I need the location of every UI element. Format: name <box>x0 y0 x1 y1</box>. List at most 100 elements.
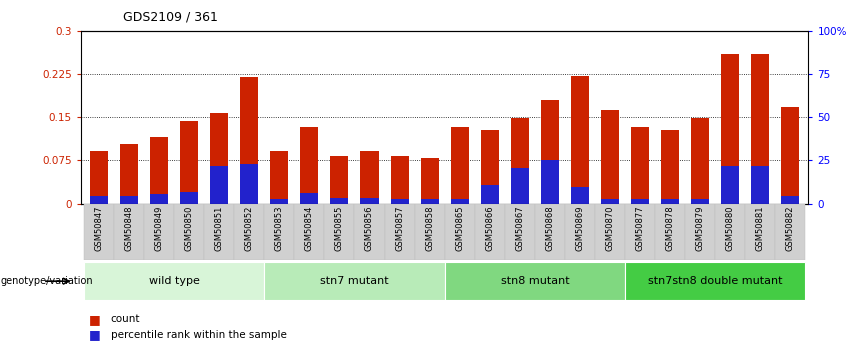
Bar <box>240 77 258 204</box>
Bar <box>150 137 168 204</box>
Bar <box>174 204 204 260</box>
Bar <box>420 199 438 204</box>
Bar <box>481 185 499 204</box>
Bar <box>180 192 198 204</box>
Bar <box>775 204 805 260</box>
Bar <box>722 166 740 204</box>
Bar <box>114 204 144 260</box>
Bar <box>571 76 589 204</box>
Text: GSM50855: GSM50855 <box>335 206 344 251</box>
Text: GSM50878: GSM50878 <box>665 206 675 252</box>
Bar <box>601 199 619 204</box>
Bar <box>691 199 709 204</box>
Bar <box>294 204 324 260</box>
Bar <box>625 262 805 300</box>
Bar <box>661 130 679 204</box>
Text: wild type: wild type <box>149 276 199 286</box>
Bar <box>414 204 444 260</box>
Bar <box>751 54 769 204</box>
Bar <box>420 158 438 204</box>
Bar <box>444 262 625 300</box>
Text: GSM50879: GSM50879 <box>696 206 705 251</box>
Text: GSM50849: GSM50849 <box>155 206 163 251</box>
Text: GSM50856: GSM50856 <box>365 206 374 251</box>
Bar <box>655 204 685 260</box>
Bar <box>355 204 385 260</box>
Bar <box>745 204 775 260</box>
Bar <box>685 204 715 260</box>
Bar <box>631 127 649 204</box>
Bar <box>330 156 348 204</box>
Bar <box>210 166 228 204</box>
Bar <box>565 204 595 260</box>
Bar <box>330 198 348 204</box>
Bar <box>385 204 414 260</box>
Bar <box>481 130 499 204</box>
Bar <box>451 199 469 204</box>
Bar <box>84 204 114 260</box>
Bar <box>444 204 475 260</box>
Text: GSM50882: GSM50882 <box>786 206 795 251</box>
Text: GSM50852: GSM50852 <box>245 206 254 251</box>
Bar <box>541 160 559 204</box>
Bar <box>361 151 379 204</box>
Bar <box>534 204 565 260</box>
Bar <box>90 196 108 204</box>
Bar <box>265 204 294 260</box>
Bar <box>781 196 799 204</box>
Bar <box>511 118 528 204</box>
Bar <box>781 107 799 204</box>
Bar <box>240 165 258 204</box>
Text: genotype/variation: genotype/variation <box>1 276 94 286</box>
Text: GSM50867: GSM50867 <box>516 206 524 252</box>
Text: GSM50847: GSM50847 <box>94 206 103 251</box>
Text: stn8 mutant: stn8 mutant <box>500 276 569 286</box>
Bar <box>120 144 138 204</box>
Text: GSM50854: GSM50854 <box>305 206 314 251</box>
Text: GSM50858: GSM50858 <box>426 206 434 251</box>
Text: GSM50866: GSM50866 <box>485 206 494 252</box>
Bar <box>505 204 534 260</box>
Bar <box>391 156 408 204</box>
Bar <box>571 187 589 204</box>
Bar <box>324 204 355 260</box>
Bar <box>150 194 168 204</box>
Bar <box>265 262 444 300</box>
Text: GSM50880: GSM50880 <box>726 206 734 251</box>
Text: GDS2109 / 361: GDS2109 / 361 <box>123 10 218 23</box>
Text: ■: ■ <box>89 328 101 341</box>
Bar <box>271 199 288 204</box>
Bar <box>661 199 679 204</box>
Text: stn7stn8 double mutant: stn7stn8 double mutant <box>648 276 782 286</box>
Bar <box>300 193 318 204</box>
Text: GSM50850: GSM50850 <box>185 206 193 251</box>
Text: GSM50869: GSM50869 <box>575 206 585 251</box>
Bar <box>511 168 528 204</box>
Bar <box>144 204 174 260</box>
Bar <box>451 127 469 204</box>
Bar <box>631 199 649 204</box>
Bar <box>120 196 138 204</box>
Text: GSM50853: GSM50853 <box>275 206 283 251</box>
Text: GSM50865: GSM50865 <box>455 206 464 251</box>
Text: GSM50851: GSM50851 <box>214 206 224 251</box>
Text: GSM50848: GSM50848 <box>124 206 134 251</box>
Bar <box>300 127 318 204</box>
Bar <box>90 151 108 204</box>
Bar <box>391 199 408 204</box>
Text: stn7 mutant: stn7 mutant <box>320 276 389 286</box>
Bar <box>625 204 655 260</box>
Bar <box>751 166 769 204</box>
Bar <box>722 54 740 204</box>
Bar <box>601 110 619 204</box>
Bar <box>691 118 709 204</box>
Bar <box>475 204 505 260</box>
Text: GSM50881: GSM50881 <box>756 206 765 251</box>
Bar <box>210 113 228 204</box>
Bar <box>234 204 265 260</box>
Text: count: count <box>111 314 140 324</box>
Bar <box>271 151 288 204</box>
Bar <box>204 204 234 260</box>
Text: GSM50857: GSM50857 <box>395 206 404 251</box>
Bar <box>541 100 559 204</box>
